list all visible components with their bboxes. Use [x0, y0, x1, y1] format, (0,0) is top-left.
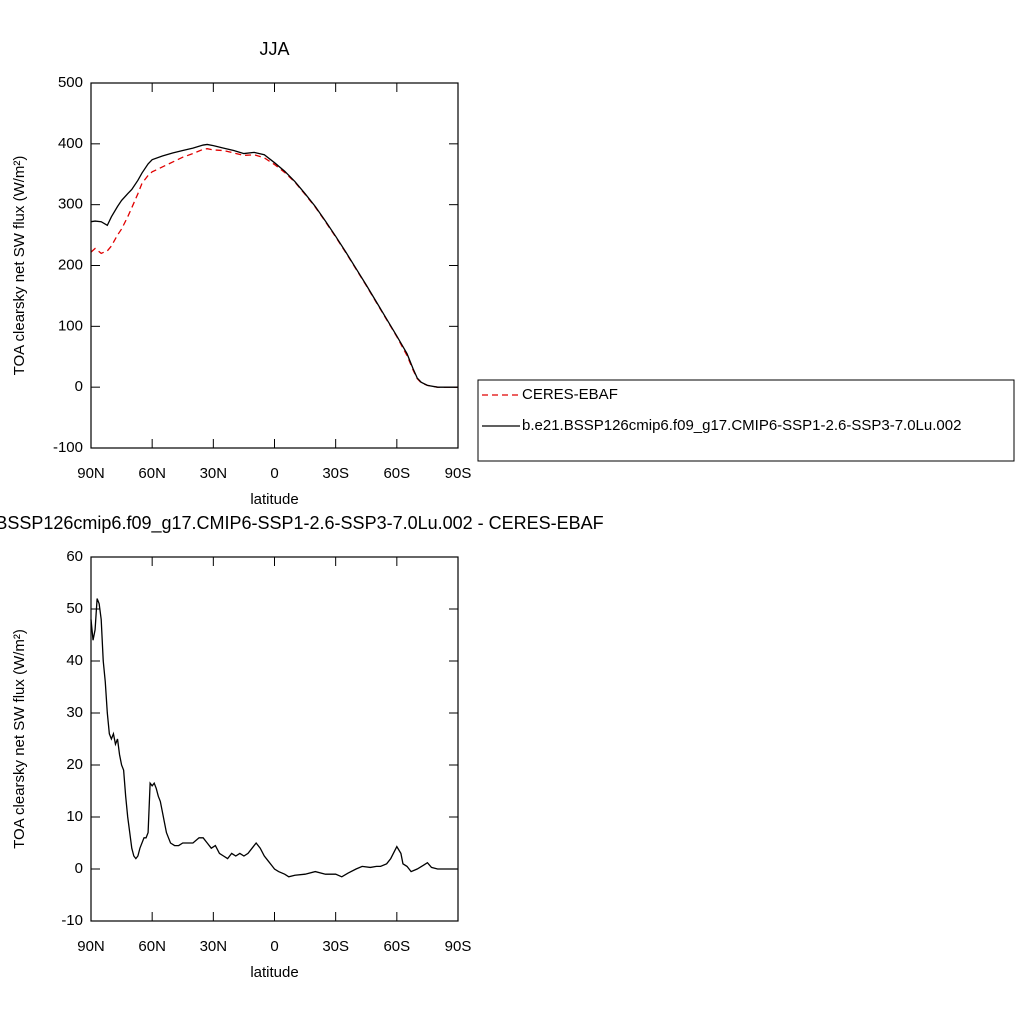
- x-tick-label: 90S: [445, 465, 472, 482]
- x-tick-label: 30S: [322, 465, 349, 482]
- y-tick-label: 30: [66, 704, 83, 721]
- x-tick-label: 60N: [138, 465, 166, 482]
- y-tick-label: 300: [58, 196, 83, 213]
- chart-panel: JJA latitude TOA clearsky net SW flux (W/m…: [11, 39, 1015, 508]
- y-tick-label: 20: [66, 756, 83, 773]
- x-tick-label: 90N: [77, 465, 105, 482]
- y-tick-label: 60: [66, 548, 83, 565]
- y-tick-label: 500: [58, 74, 83, 91]
- y-tick-label: 0: [75, 860, 83, 877]
- y-tick-label: -100: [53, 439, 83, 456]
- x-tick-label: 90N: [77, 938, 105, 955]
- x-tick-label: 0: [270, 465, 278, 482]
- legend-box: [477, 379, 1015, 462]
- x-tick-label: 60S: [383, 938, 410, 955]
- y-tick-label: 100: [58, 317, 83, 334]
- y-axis-label: TOA clearsky net SW flux (W/m²): [11, 156, 28, 376]
- data-line: [90, 143, 458, 388]
- y-tick-label: -10: [61, 912, 83, 929]
- y-tick-label: 0: [75, 378, 83, 395]
- y-tick-label: 40: [66, 652, 83, 669]
- y-tick-label: 200: [58, 256, 83, 273]
- x-tick-label: 60N: [138, 938, 166, 955]
- x-tick-label: 60S: [383, 465, 410, 482]
- x-tick-label: 30S: [322, 938, 349, 955]
- chart-panel: b.e21.BSSP126cmip6.f09_g17.CMIP6-SSP1-2.…: [0, 513, 604, 981]
- x-tick-label: 90S: [445, 938, 472, 955]
- chart-title: JJA: [259, 39, 289, 59]
- y-tick-label: 10: [66, 808, 83, 825]
- x-axis-label: latitude: [250, 964, 298, 981]
- legend-label: CERES-EBAF: [522, 386, 618, 403]
- plot-frame: [90, 82, 459, 449]
- x-axis-label: latitude: [250, 491, 298, 508]
- legend-label: b.e21.BSSP126cmip6.f09_g17.CMIP6-SSP1-2.…: [522, 417, 961, 434]
- chart-title: b.e21.BSSP126cmip6.f09_g17.CMIP6-SSP1-2.…: [0, 513, 604, 534]
- y-tick-label: 50: [66, 600, 83, 617]
- x-tick-label: 0: [270, 938, 278, 955]
- y-axis-label: TOA clearsky net SW flux (W/m²): [11, 629, 28, 849]
- data-line: [90, 148, 458, 388]
- x-tick-label: 30N: [200, 465, 228, 482]
- y-tick-label: 400: [58, 135, 83, 152]
- x-tick-label: 30N: [200, 938, 228, 955]
- data-line: [90, 598, 458, 878]
- plot-frame: [90, 556, 459, 922]
